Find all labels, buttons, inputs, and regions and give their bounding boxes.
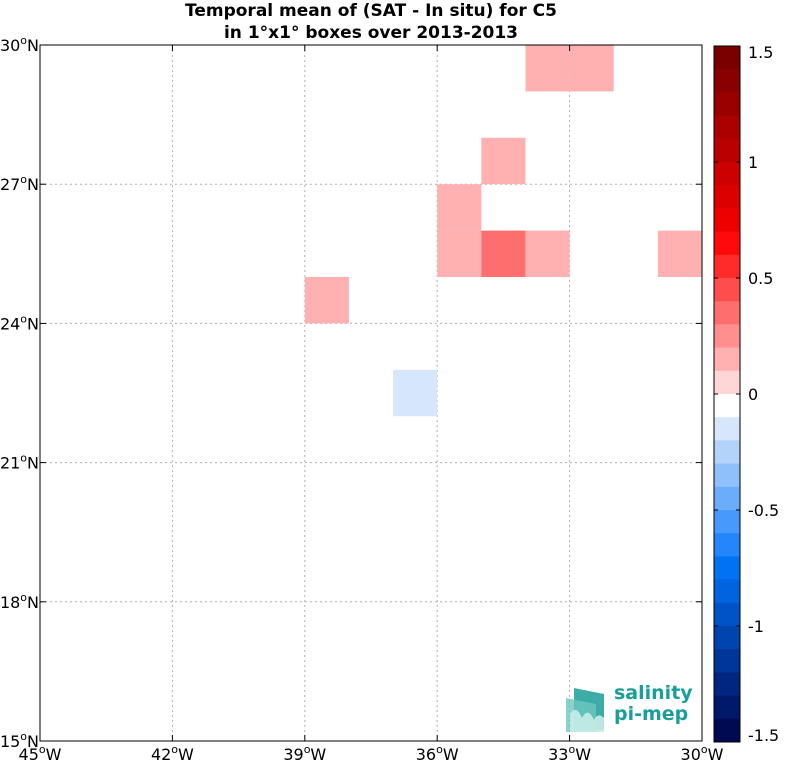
colorbar-segment: [714, 718, 740, 743]
colorbar-segment: [714, 463, 740, 488]
colorbar-segment: [714, 278, 740, 302]
y-tick-label: 27oN: [0, 173, 39, 194]
colorbar-segment: [714, 138, 740, 163]
data-cell: [437, 184, 482, 231]
colorbar-segment: [714, 370, 740, 395]
colorbar-ticks: 1.5 1 0.5 0 -0.5 -1 -1.5: [714, 43, 779, 745]
data-cell: [657, 230, 702, 277]
data-cell: [525, 45, 570, 92]
x-tick-label: 39oW: [283, 743, 326, 763]
chart-title: Temporal mean of (SAT - In situ) for C5 …: [40, 0, 702, 44]
data-cell: [481, 137, 526, 185]
colorbar-segment: [714, 162, 740, 186]
colorbar-segment: [714, 208, 740, 233]
colorbar-segment: [714, 69, 740, 93]
colorbar-segment: [714, 185, 740, 209]
logo-text: salinity pi-mep: [614, 683, 693, 725]
y-axis-ticks: 15oN 18oN 21oN 24oN 27oN 30oN: [0, 34, 702, 751]
data-cell: [304, 277, 349, 324]
colorbar-segment: [714, 602, 740, 627]
colorbar-tick-label: 0: [748, 385, 758, 404]
colorbar-segment: [714, 301, 740, 325]
y-tick-label: 15oN: [0, 730, 39, 751]
colorbar-segment: [714, 695, 740, 720]
data-cell: [393, 369, 438, 417]
colorbar-tick-label: 0.5: [748, 269, 773, 288]
y-tick-label: 18oN: [0, 591, 39, 612]
colorbar-segment: [714, 324, 740, 349]
colorbar-segment: [714, 486, 740, 511]
x-tick-label: 42oW: [151, 743, 194, 763]
colorbar-segment: [714, 440, 740, 465]
data-cells: [304, 45, 702, 417]
data-cell: [481, 230, 526, 277]
colorbar-segment: [714, 649, 740, 673]
colorbar-segment: [714, 510, 740, 534]
colorbar-segment: [714, 254, 740, 279]
x-tick-label: 33oW: [548, 743, 591, 763]
colorbar-segment: [714, 533, 740, 557]
logo-line1: salinity: [614, 682, 693, 704]
colorbar-segment: [714, 556, 740, 581]
y-tick-label: 30oN: [0, 34, 39, 55]
colorbar-segment: [714, 115, 740, 140]
chart-title-line1: Temporal mean of (SAT - In situ) for C5: [185, 1, 557, 21]
colorbar-segment: [714, 394, 740, 418]
colorbar-segment: [714, 672, 740, 697]
colorbar-tick-label: 1.5: [748, 43, 773, 62]
x-tick-label: 36oW: [416, 743, 459, 763]
colorbar-tick-label: -1.5: [748, 726, 779, 745]
data-cell: [525, 230, 570, 277]
colorbar-segment: [714, 231, 740, 256]
colorbar-tick-label: 1: [748, 153, 758, 172]
grid-lines: [40, 45, 702, 741]
logo-line2: pi-mep: [614, 703, 689, 725]
chart-title-line2: in 1°x1° boxes over 2013-2013: [223, 23, 519, 43]
colorbar-tick-label: -0.5: [748, 501, 779, 520]
data-cell: [437, 230, 482, 277]
colorbar-segment: [714, 347, 740, 372]
x-tick-label: 45oW: [19, 743, 62, 763]
colorbar-segment: [714, 626, 740, 650]
pi-mep-logo-icon: [566, 688, 604, 732]
colorbar-segment: [714, 417, 740, 441]
x-axis-ticks: 45oW 42oW 39oW 36oW 33oW 30oW: [19, 45, 724, 763]
x-tick-label: 30oW: [681, 743, 724, 763]
colorbar-segment: [714, 46, 740, 70]
colorbar-segment: [714, 92, 740, 117]
y-tick-label: 21oN: [0, 452, 39, 473]
colorbar-tick-label: -1: [748, 617, 764, 636]
colorbar-segment: [714, 579, 740, 604]
plot-frame: [39, 44, 703, 742]
y-tick-label: 24oN: [0, 312, 39, 333]
data-cell: [569, 45, 614, 92]
